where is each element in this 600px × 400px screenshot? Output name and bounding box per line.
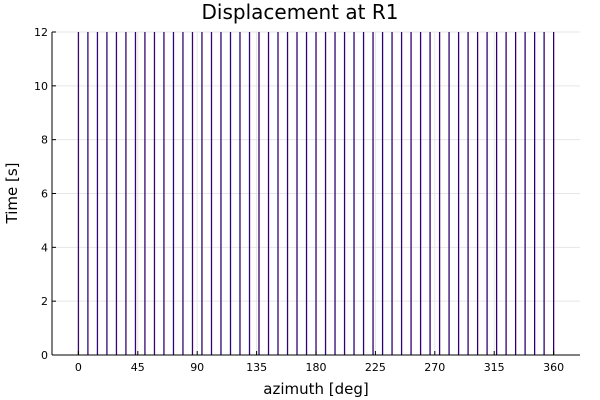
y-tick-label-2: 4: [41, 241, 48, 254]
y-tick-label-1: 2: [41, 295, 48, 308]
chart-title: Displacement at R1: [201, 0, 399, 24]
data-series: [77, 32, 555, 355]
y-axis-label: Time [s]: [3, 162, 21, 224]
x-tick-label-7: 315: [484, 361, 505, 374]
axes: [51, 31, 580, 356]
x-tick-label-6: 270: [424, 361, 445, 374]
x-axis-label: azimuth [deg]: [263, 380, 369, 398]
y-tick-label-5: 10: [34, 80, 48, 93]
x-tick-label-2: 90: [190, 361, 204, 374]
x-tick-label-1: 45: [131, 361, 145, 374]
y-tick-label-4: 8: [41, 134, 48, 147]
tick-labels: 0 45 90 135 180 225 270 315 360 0 2 4 6 8 10 12: [34, 26, 564, 374]
y-tick-label-3: 6: [41, 188, 48, 201]
x-tick-label-0: 0: [75, 361, 82, 374]
x-tick-label-8: 360: [543, 361, 564, 374]
y-tick-label-6: 12: [34, 26, 48, 39]
x-tick-label-3: 135: [246, 361, 267, 374]
y-tick-label-0: 0: [41, 349, 48, 362]
x-tick-label-5: 225: [365, 361, 386, 374]
x-tick-label-4: 180: [306, 361, 327, 374]
